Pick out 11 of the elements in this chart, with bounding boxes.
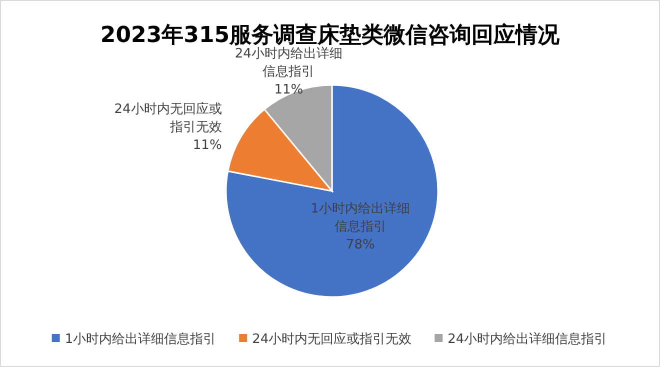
slice-label: 24小时内给出详细信息指引 — [234, 46, 342, 80]
legend-label: 24小时内无回应或指引无效 — [252, 331, 412, 347]
slice-label: 24小时内无回应或指引无效 — [114, 100, 222, 135]
legend-label: 24小时内给出详细信息指引 — [448, 332, 608, 347]
data-label: 11% — [192, 138, 222, 153]
data-label: 78% — [346, 237, 375, 252]
pie-slice — [225, 84, 439, 298]
chart-title: 2023年315服务调查床垫类微信咨询回应情况 — [100, 22, 561, 48]
data-label: 11% — [274, 82, 304, 98]
legend-label: 1小时内给出详细信息指引 — [64, 332, 216, 347]
slice-label: 1小时内给出详细信息指引 — [310, 201, 410, 234]
